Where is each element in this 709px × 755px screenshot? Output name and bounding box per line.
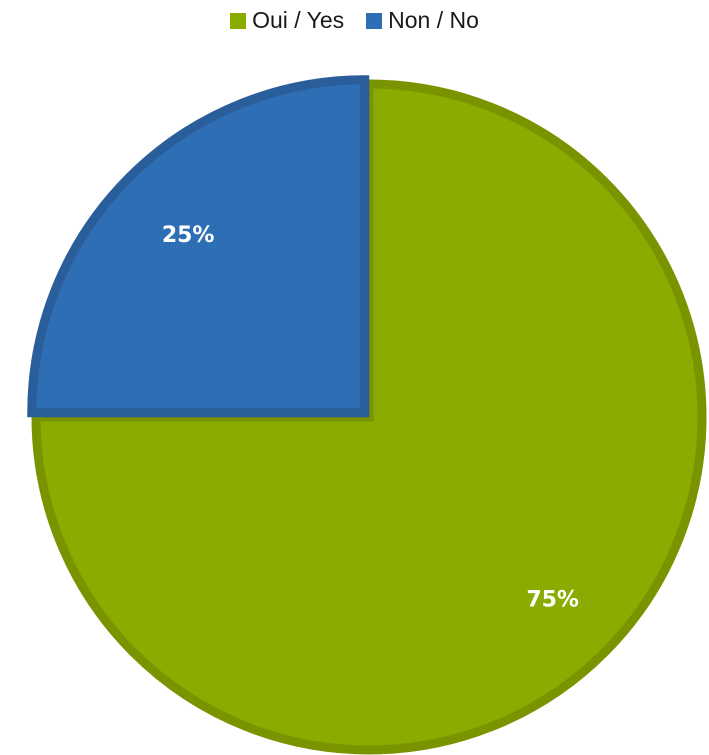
pie-slice-no (27, 75, 370, 418)
legend-swatch-yes (230, 12, 247, 29)
data-label-yes: 75% (526, 588, 579, 613)
legend-item-no: Non / No (366, 7, 479, 34)
legend-item-yes: Oui / Yes (230, 7, 344, 34)
chart-legend: Oui / Yes Non / No (0, 7, 709, 34)
pie-slice-yes (31, 79, 707, 755)
pie-data-labels: 75% 25% (162, 223, 579, 613)
legend-swatch-no (366, 12, 383, 29)
data-label-no: 25% (162, 223, 215, 248)
legend-label-yes: Oui / Yes (252, 7, 345, 33)
pie-slices (27, 75, 707, 755)
legend-label-no: Non / No (388, 7, 479, 33)
